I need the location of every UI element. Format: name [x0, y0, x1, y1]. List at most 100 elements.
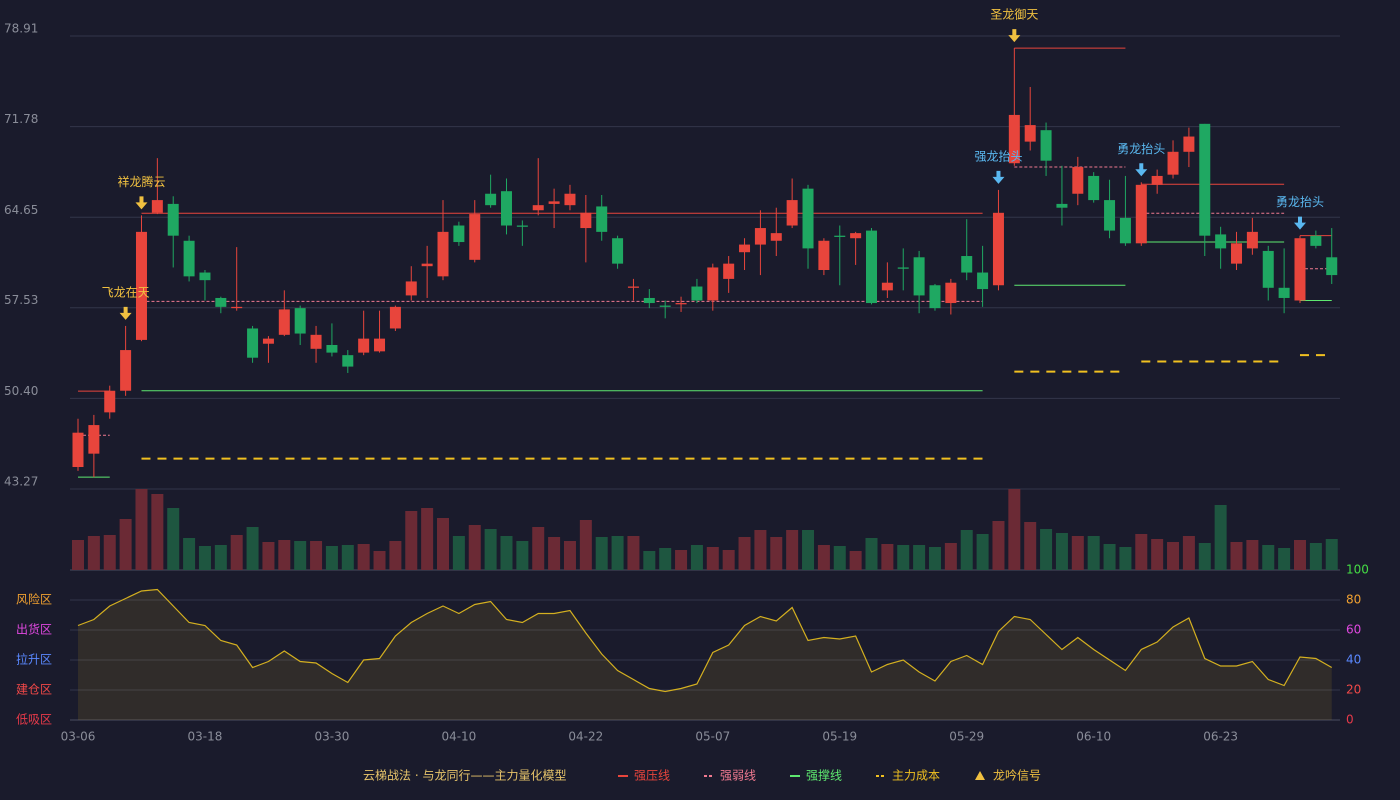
volume-bar	[135, 489, 148, 570]
candle-body	[1215, 234, 1227, 249]
y-tick-label: 57.53	[4, 293, 38, 307]
legend-title: 云梯战法 · 与龙同行——主力量化模型	[363, 769, 566, 783]
x-tick-label: 06-23	[1203, 730, 1238, 744]
volume-bar	[373, 551, 386, 570]
y-tick-label: 43.27	[4, 475, 38, 489]
candle-body	[1294, 238, 1306, 301]
candle-body	[818, 240, 830, 270]
volume-bar	[405, 511, 418, 570]
candle-body	[691, 286, 703, 301]
candle-body	[1024, 125, 1036, 142]
candle-body	[596, 206, 608, 232]
volume-bar	[1309, 543, 1322, 570]
volume-bar	[627, 536, 640, 570]
volume-bar	[1182, 536, 1195, 570]
signal-arrow	[1293, 216, 1306, 230]
candle-body	[1119, 217, 1131, 244]
candle-body	[183, 240, 195, 277]
volume-bar	[1214, 505, 1227, 570]
volume-bar	[897, 545, 910, 570]
volume-bar	[532, 527, 545, 570]
signal-arrow	[135, 196, 148, 210]
y2-tick-label: 20	[1346, 683, 1361, 697]
x-tick-label: 06-10	[1076, 730, 1111, 744]
y-tick-label: 50.40	[4, 384, 38, 398]
candle-body	[326, 344, 338, 353]
candle-body	[659, 305, 671, 307]
volume-bar	[659, 548, 672, 570]
legend-icon	[975, 771, 985, 780]
volume-bar	[548, 537, 561, 570]
x-tick-label: 03-30	[314, 730, 349, 744]
candle-body	[1231, 243, 1243, 264]
volume-bar	[1087, 536, 1100, 570]
candle-body	[374, 338, 386, 352]
candle-body	[231, 306, 243, 309]
legend-label: 强压线	[634, 769, 670, 783]
x-tick-label: 05-07	[695, 730, 730, 744]
signal-label: 强龙抬头	[974, 149, 1022, 163]
candle-body	[627, 286, 639, 288]
legend-label: 强撑线	[806, 768, 842, 783]
zone-label: 建仓区	[16, 683, 52, 697]
candle-body	[945, 282, 957, 304]
volume-bar	[103, 535, 116, 570]
volume-bar	[1167, 542, 1180, 570]
candle-body	[913, 257, 925, 296]
volume-bar	[802, 530, 815, 570]
candle-body	[104, 390, 116, 413]
y2-tick-label: 60	[1346, 623, 1361, 637]
candle-body	[120, 350, 132, 391]
volume-bar	[928, 547, 941, 570]
signal-label: 勇龙抬头	[1117, 142, 1165, 156]
zone-label: 出货区	[16, 622, 52, 637]
indicator-area	[78, 589, 1332, 720]
candle-body	[834, 235, 846, 237]
volume-bar	[262, 542, 275, 570]
volume-bar	[151, 494, 164, 570]
candle-body	[500, 191, 512, 226]
x-tick-label: 04-22	[568, 730, 603, 744]
candle-body	[1008, 114, 1020, 164]
candle-body	[135, 231, 147, 340]
candle-body	[707, 267, 719, 301]
volume-bar	[421, 508, 434, 570]
y2-tick-label: 0	[1346, 713, 1354, 727]
volume-bar	[1071, 536, 1084, 570]
legend-label: 主力成本	[892, 769, 940, 783]
candle-body	[1278, 287, 1290, 298]
candle-body	[929, 285, 941, 309]
volume-bar	[643, 551, 656, 570]
candle-body	[532, 205, 544, 211]
candle-body	[453, 225, 465, 243]
candle-body	[1199, 123, 1211, 236]
volume-bar	[325, 546, 338, 570]
candle-body	[516, 225, 528, 227]
volume-bar	[389, 541, 402, 570]
candle-body	[992, 212, 1004, 286]
candle-body	[643, 297, 655, 304]
volume-bar	[278, 540, 291, 570]
volume-bar	[690, 545, 703, 570]
candle-body	[151, 200, 163, 213]
candle-body	[294, 308, 306, 334]
x-tick-label: 03-06	[61, 730, 96, 744]
signal-arrow	[1135, 163, 1148, 177]
x-tick-label: 05-19	[822, 730, 857, 744]
candle-body	[167, 203, 179, 236]
signal-label: 飞龙在天	[102, 285, 150, 299]
volume-bar	[1278, 548, 1291, 570]
candle-body	[850, 233, 862, 239]
candle-body	[247, 328, 259, 358]
candle-body	[469, 214, 481, 260]
volume-bar	[738, 537, 751, 570]
candle-body	[278, 309, 290, 335]
candle-body	[1056, 203, 1068, 208]
volume-bar	[960, 530, 973, 570]
volume-bar	[706, 547, 719, 570]
candle-body	[866, 230, 877, 304]
volume-bar	[722, 550, 735, 570]
